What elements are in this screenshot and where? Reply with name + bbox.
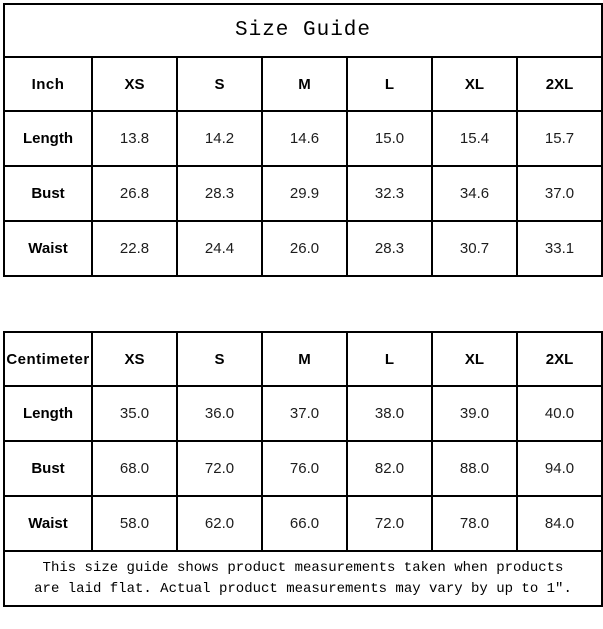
inch-size-table: Size Guide Inch XS S M L XL 2XL Length 1… <box>3 3 603 277</box>
measurement-cell: 15.4 <box>431 110 518 167</box>
measurement-cell: 33.1 <box>516 220 603 277</box>
inch-header-row: Inch XS S M L XL 2XL <box>3 56 603 112</box>
measurement-cell: 26.0 <box>261 220 348 277</box>
measurement-cell: 37.0 <box>516 165 603 222</box>
footer-note-line2: are laid flat. Actual product measuremen… <box>34 580 572 597</box>
measurement-cell: 58.0 <box>91 495 178 552</box>
unit-label-centimeter: Centimeter <box>3 331 93 387</box>
measurement-cell: 36.0 <box>176 385 263 442</box>
measurement-cell: 84.0 <box>516 495 603 552</box>
measurement-cell: 32.3 <box>346 165 433 222</box>
row-label-bust: Bust <box>3 165 93 222</box>
size-header-l: L <box>346 331 433 387</box>
measurement-cell: 68.0 <box>91 440 178 497</box>
measurement-cell: 66.0 <box>261 495 348 552</box>
measurement-cell: 14.2 <box>176 110 263 167</box>
measurement-cell: 34.6 <box>431 165 518 222</box>
measurement-cell: 62.0 <box>176 495 263 552</box>
inch-length-row: Length 13.8 14.2 14.6 15.0 15.4 15.7 <box>3 110 603 167</box>
measurement-cell: 40.0 <box>516 385 603 442</box>
size-header-2xl: 2XL <box>516 331 603 387</box>
footer-note: This size guide shows product measuremen… <box>3 550 603 607</box>
measurement-cell: 13.8 <box>91 110 178 167</box>
size-header-m: M <box>261 331 348 387</box>
measurement-cell: 37.0 <box>261 385 348 442</box>
cm-length-row: Length 35.0 36.0 37.0 38.0 39.0 40.0 <box>3 385 603 442</box>
measurement-cell: 82.0 <box>346 440 433 497</box>
measurement-cell: 88.0 <box>431 440 518 497</box>
cm-header-row: Centimeter XS S M L XL 2XL <box>3 331 603 387</box>
row-label-length: Length <box>3 385 93 442</box>
cm-bust-row: Bust 68.0 72.0 76.0 82.0 88.0 94.0 <box>3 440 603 497</box>
measurement-cell: 28.3 <box>346 220 433 277</box>
measurement-cell: 24.4 <box>176 220 263 277</box>
size-header-s: S <box>176 331 263 387</box>
measurement-cell: 22.8 <box>91 220 178 277</box>
size-header-xs: XS <box>91 56 178 112</box>
page-title: Size Guide <box>3 3 603 58</box>
measurement-cell: 28.3 <box>176 165 263 222</box>
size-header-2xl: 2XL <box>516 56 603 112</box>
size-header-xs: XS <box>91 331 178 387</box>
measurement-cell: 14.6 <box>261 110 348 167</box>
measurement-cell: 76.0 <box>261 440 348 497</box>
row-label-length: Length <box>3 110 93 167</box>
centimeter-size-table: Centimeter XS S M L XL 2XL Length 35.0 3… <box>3 331 603 607</box>
measurement-cell: 26.8 <box>91 165 178 222</box>
measurement-cell: 29.9 <box>261 165 348 222</box>
inch-bust-row: Bust 26.8 28.3 29.9 32.3 34.6 37.0 <box>3 165 603 222</box>
size-header-s: S <box>176 56 263 112</box>
footer-note-line1: This size guide shows product measuremen… <box>42 559 564 576</box>
measurement-cell: 78.0 <box>431 495 518 552</box>
title-row: Size Guide <box>3 3 603 58</box>
measurement-cell: 39.0 <box>431 385 518 442</box>
measurement-cell: 38.0 <box>346 385 433 442</box>
size-header-l: L <box>346 56 433 112</box>
table-gap-spacer <box>3 277 600 331</box>
measurement-cell: 30.7 <box>431 220 518 277</box>
measurement-cell: 72.0 <box>176 440 263 497</box>
row-label-bust: Bust <box>3 440 93 497</box>
measurement-cell: 72.0 <box>346 495 433 552</box>
measurement-cell: 35.0 <box>91 385 178 442</box>
row-label-waist: Waist <box>3 495 93 552</box>
size-header-m: M <box>261 56 348 112</box>
size-header-xl: XL <box>431 56 518 112</box>
footer-note-row: This size guide shows product measuremen… <box>3 550 603 607</box>
row-label-waist: Waist <box>3 220 93 277</box>
size-header-xl: XL <box>431 331 518 387</box>
cm-waist-row: Waist 58.0 62.0 66.0 72.0 78.0 84.0 <box>3 495 603 552</box>
unit-label-inch: Inch <box>3 56 93 112</box>
measurement-cell: 15.7 <box>516 110 603 167</box>
inch-waist-row: Waist 22.8 24.4 26.0 28.3 30.7 33.1 <box>3 220 603 277</box>
measurement-cell: 94.0 <box>516 440 603 497</box>
measurement-cell: 15.0 <box>346 110 433 167</box>
